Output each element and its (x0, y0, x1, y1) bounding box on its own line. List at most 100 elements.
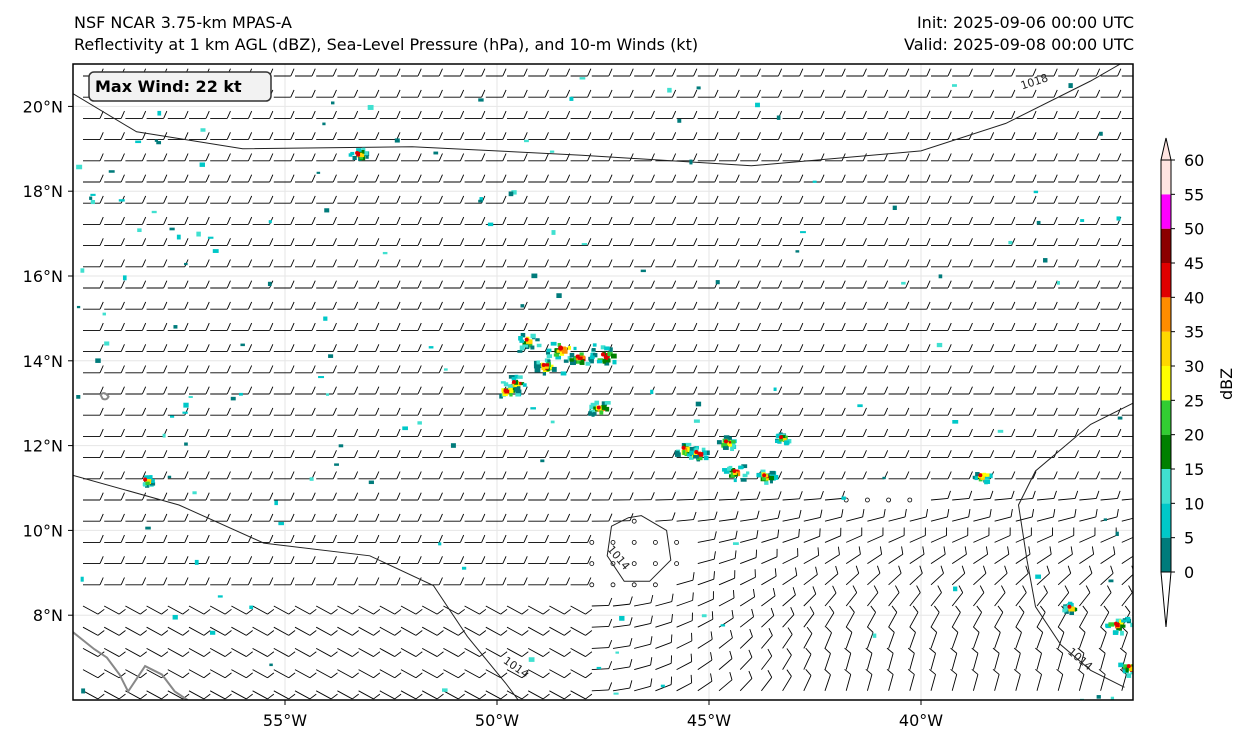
wind-barb-staff (506, 669, 523, 679)
wind-barb-feather (226, 577, 231, 585)
wind-barb-feather (1139, 387, 1142, 394)
wind-barb-staff (1121, 536, 1133, 543)
wind-barb-feather (841, 450, 846, 458)
wind-barb-feather (459, 301, 465, 310)
wind-barb-feather (883, 428, 889, 437)
reflectivity-cell (578, 356, 583, 360)
wind-barb-feather (288, 672, 296, 679)
wind-barb-staff (951, 592, 964, 607)
wind-barb-staff (103, 690, 120, 700)
wind-barb-feather (141, 556, 147, 564)
colorbar-tick-label: 10 (1184, 494, 1204, 513)
wind-barb-staff (697, 578, 714, 586)
wind-barb-staff (739, 636, 753, 649)
wind-barb-staff (252, 690, 268, 700)
wind-barb-feather (1011, 386, 1016, 395)
wind-barb-feather (629, 322, 634, 331)
wind-barb-feather (205, 301, 210, 310)
wind-barb-feather (564, 608, 571, 615)
wind-barb-feather (247, 280, 253, 289)
reflectivity-cell (702, 450, 707, 456)
wind-barb-feather (523, 259, 528, 267)
calm-wind-marker (907, 497, 913, 503)
wind-barb-staff (464, 648, 480, 657)
wind-barb-staff (294, 669, 311, 679)
wind-barb-feather (1113, 546, 1116, 555)
reflectivity-echo (530, 407, 536, 410)
wind-barb-feather (544, 301, 549, 310)
reflectivity-echo (443, 368, 448, 371)
reflectivity-echo (368, 480, 374, 485)
wind-barb-feather (1117, 110, 1122, 119)
wind-barb-staff (358, 690, 374, 700)
wind-barb-feather (269, 174, 274, 183)
reflectivity-cell (516, 386, 521, 391)
wind-barb-feather (394, 630, 402, 636)
wind-barb-feather (1074, 386, 1079, 395)
reflectivity-echo (122, 275, 127, 281)
wind-barb-feather (812, 586, 817, 595)
wind-barb-feather (799, 238, 804, 246)
wind-barb-feather (290, 89, 295, 98)
reflectivity-cell (1062, 608, 1066, 613)
wind-barb-feather (608, 450, 613, 458)
wind-barb-feather (735, 322, 740, 331)
wind-barb-feather (735, 428, 740, 437)
wind-barb-feather (1139, 153, 1142, 160)
reflectivity-echo (741, 464, 748, 469)
wind-barb-feather (332, 450, 337, 458)
wind-barb-feather (650, 344, 655, 352)
wind-barb-staff (591, 604, 609, 607)
wind-barb-feather (862, 428, 867, 437)
wind-barb-feather (1135, 546, 1136, 554)
wind-barb-feather (809, 606, 815, 614)
reflectivity-echo (841, 496, 846, 500)
reflectivity-echo (596, 666, 602, 670)
wind-barb-feather (693, 407, 698, 416)
wind-barb-feather (544, 492, 549, 501)
wind-barb-staff (1036, 553, 1052, 564)
wind-barb-staff (867, 516, 884, 522)
wind-barb-staff (231, 605, 247, 615)
wind-barb-feather (290, 365, 295, 373)
wind-barb-feather (565, 259, 571, 267)
wind-barb-feather (926, 238, 931, 246)
wind-barb-staff (973, 535, 990, 543)
reflectivity-echo (715, 280, 720, 285)
wind-barb-staff (973, 572, 987, 586)
wind-barb-feather (905, 344, 910, 352)
wind-barb-feather (290, 513, 295, 522)
wind-barb-feather (650, 238, 655, 246)
wind-barb-feather (1025, 565, 1029, 574)
wind-barb-feather (99, 259, 104, 267)
wind-barb-feather (396, 450, 401, 458)
wind-barb-staff (994, 497, 1012, 501)
wind-barb-feather (1031, 508, 1035, 517)
wind-barb-feather (947, 344, 952, 352)
wind-barb-feather (713, 571, 715, 580)
wind-barb-feather (883, 174, 889, 183)
reflectivity-cell (515, 391, 521, 397)
wind-barb-feather (777, 322, 783, 331)
wind-barb-feather (269, 365, 274, 373)
wind-barb-feather (184, 322, 189, 331)
wind-barb-staff (867, 535, 884, 543)
reflectivity-core (596, 405, 601, 410)
wind-barb-feather (523, 365, 528, 373)
wind-barb-feather (690, 653, 693, 662)
wind-barb-feather (459, 471, 465, 479)
wind-barb-feather (787, 627, 793, 635)
wind-barb-staff (909, 516, 927, 522)
wind-barb-staff (1100, 572, 1114, 586)
wind-barb-feather (161, 630, 169, 636)
wind-barb-staff (252, 605, 268, 615)
wind-barb-feather (375, 471, 380, 479)
wind-barb-feather (629, 68, 634, 77)
wind-barb-feather (832, 585, 837, 594)
wind-barb-staff (400, 648, 417, 657)
wind-barb-staff (803, 498, 821, 501)
wind-barb-staff (697, 538, 715, 543)
reflectivity-cell (1125, 616, 1131, 622)
reflectivity-echo (154, 139, 159, 142)
wind-barb-feather (1053, 195, 1058, 204)
